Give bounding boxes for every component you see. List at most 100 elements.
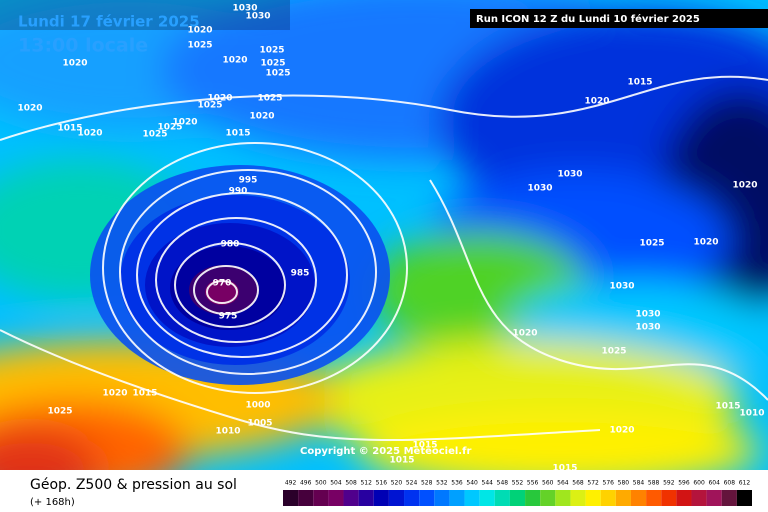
scale-label: 528 [421,480,433,487]
isobar-label: 1025 [47,407,72,417]
forecast-date: Lundi 17 février 2025 [18,13,200,31]
scale-swatch [283,490,299,506]
scale-swatch [540,490,556,506]
isobar-label: 980 [221,240,240,250]
scale-label: 548 [497,480,509,487]
scale-label: 524 [406,480,418,487]
scale-label: 520 [391,480,403,487]
isobar-label: 1030 [527,184,552,194]
isobar-label: 1030 [232,4,257,14]
scale-label: 612 [739,480,751,487]
scale-swatch [630,490,647,506]
scale-label: 492 [285,480,297,487]
scale-swatch [525,490,541,506]
scale-swatch [691,490,707,506]
scale-swatch [585,490,601,506]
color-scale: 492 496 500 504 508 512 516 520 524 528 532 536 540 5… [283,480,752,506]
scale-label: 544 [482,480,494,487]
scale-swatch [328,490,344,506]
scale-label: 576 [603,480,615,487]
scale-label: 556 [527,480,539,487]
scale-swatch [646,490,662,506]
scale-label: 608 [724,480,736,487]
isobar-label: 1020 [512,329,537,339]
scale-label: 560 [542,480,554,487]
scale-swatch [404,490,420,506]
scale-swatch [479,490,495,506]
isobar-label: 1025 [257,94,282,104]
scale-label: 512 [360,480,372,487]
scale-label: 588 [648,480,660,487]
isobar-label: 1015 [132,389,157,399]
scale-swatch [298,490,314,506]
footer-title: Géop. Z500 & pression au sol [30,477,237,493]
scale-label: 536 [451,480,463,487]
isobar-label: 1025 [601,347,626,357]
scale-label: 580 [618,480,630,487]
isobar-label: 1020 [222,56,247,66]
isobar-label: 1020 [732,181,757,191]
isobar-label: 1015 [715,402,740,412]
isobar-label: 1015 [552,464,577,474]
scale-swatch [313,490,329,506]
isobar-label: 1015 [627,78,652,88]
scale-swatch [615,490,631,506]
isobar-label: 1030 [635,323,660,333]
isobar-label: 1020 [62,59,87,69]
scale-label: 552 [512,480,524,487]
isobar-label: 1005 [247,419,272,429]
scale-label: 504 [330,480,342,487]
isobar-label: 1020 [172,118,197,128]
isobar-label: 1025 [197,101,222,111]
scale-swatch [373,490,389,506]
scale-label: 572 [587,480,599,487]
isobar-label: 1020 [249,112,274,122]
copyright: Copyright © 2025 Meteociel.fr [300,446,471,457]
isobar-label: 1030 [557,170,582,180]
scale-label: 592 [663,480,675,487]
scale-swatch [509,490,526,506]
isobar-label: 1025 [265,69,290,79]
isobar-label: 985 [291,269,310,279]
scale-label: 564 [557,480,569,487]
isobar-label: 1020 [77,129,102,139]
scale-swatch [449,490,465,506]
isobar-label: 1015 [57,124,82,134]
scale-swatch [343,490,359,506]
isobar-label: 995 [239,176,258,186]
scale-swatch [555,490,571,506]
scale-swatch [388,490,405,506]
isobar-label: 1020 [187,26,212,36]
scale-swatch [434,490,450,506]
isobar-label: 1020 [17,104,42,114]
isobar-label: 1025 [639,239,664,249]
forecast-time: 13:00 locale [18,35,148,57]
isobar-label: 1025 [142,130,167,140]
scale-label: 532 [436,480,448,487]
scale-swatch [464,490,480,506]
scale-label: 584 [633,480,645,487]
isobar-label: 1020 [584,97,609,107]
isobar-label: 1030 [609,282,634,292]
isobar-label: 1025 [260,59,285,69]
isobar-label: 970 [213,279,232,289]
isobar-label: 1000 [245,401,270,411]
isobar-label: 1010 [215,427,240,437]
scale-label: 596 [678,480,690,487]
isobar-label: 1020 [102,389,127,399]
scale-swatch [661,490,677,506]
scale-swatch [721,490,737,506]
scale-swatch [570,490,586,506]
scale-label: 508 [345,480,357,487]
isobar-label: 990 [229,187,248,197]
isobar-label: 1025 [157,123,182,133]
isobar-label: 1015 [389,456,414,466]
scale-swatch [736,490,752,506]
scale-label: 540 [466,480,478,487]
footer-lead: (+ 168h) [30,497,75,508]
scale-label: 604 [708,480,720,487]
isobar-label: 1020 [609,426,634,436]
